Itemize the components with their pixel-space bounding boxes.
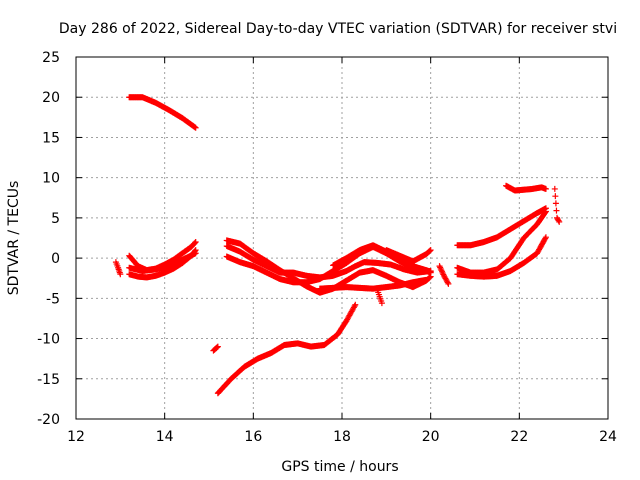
x-tick-label: 14: [156, 429, 174, 445]
data-point: [378, 300, 385, 307]
data-point: [427, 268, 434, 275]
series-18: [454, 234, 549, 280]
y-tick-label: 15: [42, 130, 60, 146]
y-axis-label: SDTVAR / TECUs: [6, 181, 22, 296]
x-tick-label: 22: [510, 429, 528, 445]
data-point: [552, 193, 559, 200]
series-12: [316, 276, 430, 292]
series-15: [436, 263, 452, 287]
series-16: [454, 205, 549, 249]
data-point: [192, 250, 199, 257]
data-point: [444, 279, 451, 286]
data-point: [542, 234, 549, 241]
series-2: [112, 259, 124, 278]
data-point: [438, 267, 445, 274]
x-axis-label: GPS time / hours: [281, 459, 398, 475]
data-point: [553, 207, 560, 214]
y-tick-label: -15: [37, 372, 60, 388]
axis-ticks: [75, 56, 609, 420]
data-point: [555, 217, 562, 224]
series-19: [503, 182, 549, 194]
tick-labels: 12 14 16 18 20 22 24 -20 -15 -10 -5 0 5 10 15 20 25: [37, 50, 617, 445]
series-5: [126, 250, 199, 274]
data-point: [351, 303, 358, 310]
data-point: [437, 265, 444, 272]
y-tick-label: 25: [42, 50, 60, 66]
y-tick-label: -5: [46, 291, 60, 307]
data-point: [542, 209, 549, 216]
series-1: [126, 94, 199, 131]
grid: [76, 57, 608, 419]
y-tick-label: -20: [37, 412, 60, 428]
data-point: [439, 268, 446, 275]
data-point: [556, 218, 563, 225]
x-tick-label: 20: [422, 429, 440, 445]
data-point: [427, 247, 434, 254]
y-tick-label: 10: [42, 171, 60, 187]
data-point: [542, 185, 549, 192]
y-tick-label: -10: [37, 332, 60, 348]
data-point: [191, 239, 198, 246]
chart-title: Day 286 of 2022, Sidereal Day-to-day VTE…: [59, 21, 617, 37]
series-6: [210, 343, 221, 354]
series-13: [374, 287, 385, 307]
x-tick-label: 24: [599, 429, 617, 445]
series-7: [214, 301, 359, 397]
series-17: [454, 208, 549, 276]
x-tick-label: 18: [333, 429, 351, 445]
data-point: [551, 185, 558, 192]
data-point: [440, 271, 447, 278]
data-point: [437, 264, 444, 271]
data-point: [423, 276, 430, 283]
data-point: [192, 124, 199, 131]
y-tick-label: 20: [42, 90, 60, 106]
data-point: [445, 280, 452, 287]
y-tick-label: 0: [51, 251, 60, 267]
data-point: [439, 270, 446, 277]
series-20: [551, 185, 563, 225]
x-tick-label: 12: [67, 429, 85, 445]
data-point: [214, 344, 221, 351]
data-point: [542, 208, 549, 215]
x-tick-label: 16: [244, 429, 262, 445]
data-point: [542, 235, 549, 242]
data-point: [117, 271, 124, 278]
data-point: [192, 239, 199, 246]
data-point: [352, 301, 359, 308]
series-14: [383, 247, 434, 265]
y-tick-label: 5: [51, 211, 60, 227]
data-point: [214, 343, 221, 350]
data-points: [112, 94, 563, 397]
data-point: [436, 263, 443, 270]
data-point: [552, 200, 559, 207]
